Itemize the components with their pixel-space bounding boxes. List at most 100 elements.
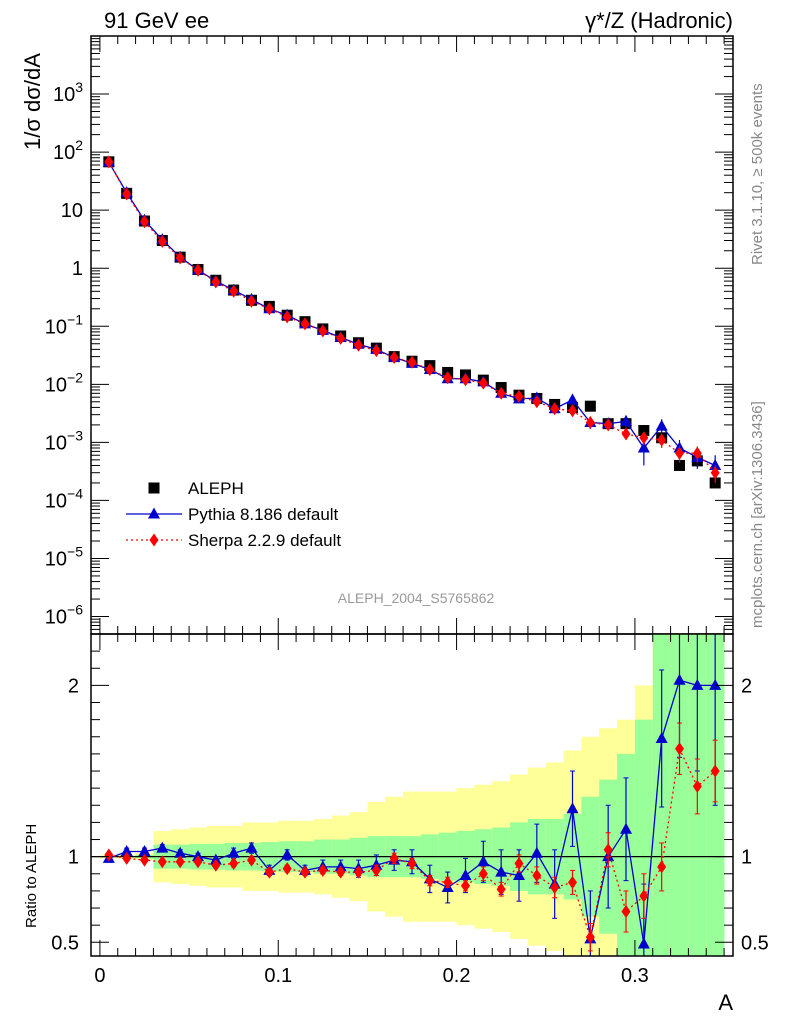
data-point bbox=[157, 234, 167, 248]
data-point bbox=[675, 446, 684, 460]
y-tick-label-right: 0.5 bbox=[741, 932, 769, 954]
data-point bbox=[140, 215, 149, 229]
data-point bbox=[513, 869, 525, 880]
data-point bbox=[692, 446, 702, 460]
y-tick-label: 1 bbox=[68, 847, 79, 869]
data-point bbox=[657, 860, 667, 874]
data-point bbox=[229, 284, 239, 298]
data-point bbox=[637, 441, 650, 453]
data-point bbox=[709, 458, 722, 470]
y-tick-label: 103 bbox=[53, 79, 83, 106]
data-point bbox=[657, 433, 667, 447]
data-point bbox=[282, 862, 292, 876]
data-point bbox=[495, 865, 508, 877]
data-point bbox=[247, 294, 256, 308]
legend-label: Sherpa 2.2.9 default bbox=[188, 531, 341, 550]
data-point bbox=[318, 863, 328, 877]
data-point bbox=[550, 880, 560, 894]
side-label-top: Rivet 3.1.10, ≥ 500k events bbox=[749, 83, 766, 265]
data-point bbox=[156, 841, 169, 853]
y-tick-label: 10−6 bbox=[45, 602, 83, 629]
data-point bbox=[175, 251, 185, 265]
data-point bbox=[532, 869, 542, 882]
series-aleph bbox=[103, 156, 721, 489]
y-tick-label: 102 bbox=[53, 137, 83, 164]
data-point bbox=[638, 425, 650, 437]
data-point bbox=[371, 344, 381, 358]
data-point bbox=[673, 673, 686, 685]
data-point bbox=[568, 404, 577, 418]
data-point bbox=[389, 851, 399, 865]
data-point bbox=[655, 419, 668, 431]
ratio-y-axis-ticks: 0.5 0.5 1 1 2 2 bbox=[51, 650, 769, 954]
data-point bbox=[425, 362, 435, 376]
data-point bbox=[568, 875, 577, 889]
data-point bbox=[566, 802, 579, 814]
data-point bbox=[477, 855, 490, 867]
data-point bbox=[639, 889, 649, 903]
data-point bbox=[675, 742, 684, 756]
data-point bbox=[300, 865, 310, 879]
ratio-series-sherpa bbox=[104, 722, 720, 952]
data-point bbox=[530, 846, 543, 858]
y-tick-label-right: 2 bbox=[741, 675, 752, 697]
data-point bbox=[709, 678, 722, 690]
data-point bbox=[354, 338, 363, 352]
x-tick-label: 0.3 bbox=[621, 965, 649, 987]
data-point bbox=[336, 331, 346, 345]
data-point bbox=[532, 395, 542, 409]
data-point bbox=[371, 863, 381, 877]
main-y-axis-ticks: 10−6 10−5 10−4 10−3 10−2 10−1 1 10 102 103 bbox=[45, 38, 733, 635]
legend-label: ALEPH bbox=[188, 479, 244, 498]
data-point bbox=[655, 731, 668, 743]
data-point bbox=[211, 858, 221, 872]
data-point bbox=[336, 865, 346, 879]
data-point bbox=[264, 865, 274, 879]
data-point bbox=[138, 845, 151, 857]
data-point bbox=[122, 187, 132, 201]
y-tick-label: 0.5 bbox=[51, 932, 79, 954]
data-point bbox=[122, 851, 132, 865]
ratio-frame bbox=[90, 633, 734, 957]
data-point bbox=[459, 869, 472, 880]
data-point bbox=[710, 466, 720, 480]
header-right: γ*/Z (Hadronic) bbox=[585, 8, 733, 33]
band-stat bbox=[670, 634, 689, 956]
data-point bbox=[620, 414, 632, 426]
data-point bbox=[639, 431, 649, 445]
band-stat bbox=[634, 719, 654, 956]
y-tick-label: 10−5 bbox=[45, 543, 83, 570]
data-point bbox=[566, 393, 579, 405]
data-point bbox=[621, 904, 631, 918]
data-point bbox=[157, 855, 167, 869]
data-point bbox=[175, 855, 185, 869]
legend: ALEPH Pythia 8.186 default Sherpa 2.2.9 de… bbox=[126, 479, 341, 550]
x-axis-label: A bbox=[718, 990, 733, 1015]
y-tick-label: 10−2 bbox=[45, 369, 83, 396]
data-point bbox=[300, 317, 310, 331]
data-point bbox=[514, 857, 524, 871]
data-point bbox=[478, 867, 488, 881]
y-tick-label: 10 bbox=[61, 200, 83, 222]
data-point bbox=[603, 843, 613, 857]
side-label-bottom: mcplots.cern.ch [arXiv:1306.3436] bbox=[749, 401, 766, 628]
uncertainty-bands bbox=[99, 634, 725, 956]
data-point bbox=[443, 371, 453, 385]
y-tick-label: 1 bbox=[72, 258, 83, 280]
series-line bbox=[108, 746, 716, 940]
data-point bbox=[585, 930, 595, 944]
data-point bbox=[584, 400, 596, 412]
series-sherpa bbox=[104, 155, 720, 483]
x-axis-ticks: 0 0.1 0.2 0.3 bbox=[94, 36, 725, 987]
data-point bbox=[140, 853, 149, 867]
y-tick-label: 2 bbox=[68, 675, 79, 697]
main-series bbox=[102, 155, 722, 489]
data-point bbox=[710, 764, 720, 778]
x-tick-label: 0 bbox=[94, 965, 105, 987]
data-point bbox=[425, 874, 435, 888]
data-point bbox=[514, 389, 524, 403]
data-point bbox=[674, 459, 685, 471]
data-point bbox=[620, 822, 632, 834]
data-point bbox=[281, 848, 294, 860]
